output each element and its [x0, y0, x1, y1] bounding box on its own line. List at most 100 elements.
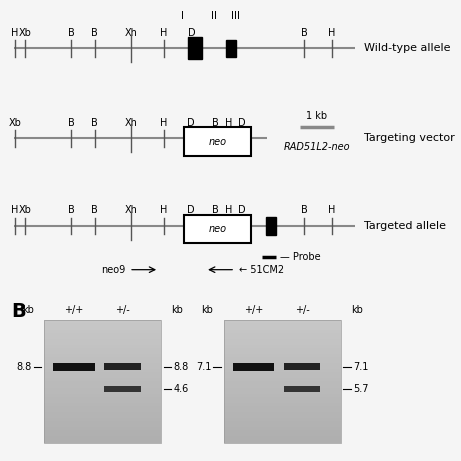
Bar — [44, 372, 161, 375]
Text: D: D — [187, 118, 194, 128]
Bar — [224, 320, 341, 443]
Bar — [224, 397, 341, 400]
Text: Xb: Xb — [19, 28, 32, 38]
Text: Xh: Xh — [125, 118, 138, 128]
Text: B: B — [12, 302, 26, 321]
Bar — [44, 333, 161, 336]
Bar — [44, 366, 161, 369]
Text: 4.6: 4.6 — [173, 384, 189, 394]
Bar — [233, 363, 274, 371]
Bar — [44, 339, 161, 342]
Bar — [224, 439, 341, 443]
Text: H: H — [328, 205, 336, 215]
Bar — [44, 320, 161, 443]
Bar — [44, 388, 161, 390]
Bar — [224, 372, 341, 375]
Text: 5.7: 5.7 — [353, 384, 369, 394]
Text: +/-: +/- — [295, 305, 309, 315]
Bar — [44, 354, 161, 357]
Text: III: III — [230, 11, 240, 21]
Bar — [184, 215, 251, 243]
Bar — [224, 378, 341, 382]
Text: B: B — [91, 205, 98, 215]
Bar — [224, 431, 341, 433]
Bar — [224, 366, 341, 369]
Bar — [224, 415, 341, 418]
Bar — [224, 330, 341, 333]
Text: Wild-type allele: Wild-type allele — [364, 43, 451, 53]
Bar — [44, 384, 161, 388]
Text: Targeting vector: Targeting vector — [364, 133, 455, 143]
Bar — [224, 363, 341, 366]
Text: B: B — [213, 205, 219, 215]
Text: B: B — [301, 28, 307, 38]
Bar — [224, 421, 341, 424]
Bar — [53, 363, 95, 371]
Bar — [224, 348, 341, 351]
Bar — [224, 336, 341, 339]
Bar — [44, 439, 161, 443]
Text: 1 kb: 1 kb — [307, 111, 327, 121]
Bar — [224, 437, 341, 439]
Bar — [44, 421, 161, 424]
Bar — [44, 431, 161, 433]
Text: 8.8: 8.8 — [17, 362, 32, 372]
Bar — [44, 403, 161, 406]
Bar — [104, 363, 141, 370]
Bar — [44, 437, 161, 439]
Bar — [44, 433, 161, 437]
Bar — [184, 127, 251, 156]
Text: RAD51L2-neo: RAD51L2-neo — [284, 142, 350, 152]
Text: kb: kb — [201, 305, 213, 315]
Bar — [224, 354, 341, 357]
Bar — [44, 326, 161, 330]
Bar — [44, 418, 161, 421]
Text: H: H — [160, 205, 167, 215]
Bar — [44, 351, 161, 354]
Bar — [44, 427, 161, 431]
Bar — [44, 409, 161, 412]
Text: Xh: Xh — [125, 205, 138, 215]
Text: +/+: +/+ — [64, 305, 83, 315]
Text: 7.1: 7.1 — [196, 362, 212, 372]
Bar — [224, 345, 341, 348]
Bar — [44, 342, 161, 345]
Text: II: II — [211, 11, 218, 21]
Text: B: B — [91, 118, 98, 128]
Bar — [44, 324, 161, 326]
Text: Targeted allele: Targeted allele — [364, 221, 446, 231]
Bar — [44, 394, 161, 397]
Bar — [266, 217, 276, 235]
Text: neo: neo — [209, 224, 227, 234]
Text: B: B — [91, 28, 98, 38]
Bar — [188, 37, 202, 59]
Bar — [44, 424, 161, 427]
Bar — [44, 390, 161, 394]
Text: B: B — [213, 118, 219, 128]
Text: 7.1: 7.1 — [353, 362, 368, 372]
Bar — [44, 320, 161, 324]
Bar — [44, 412, 161, 415]
Bar — [224, 333, 341, 336]
Bar — [44, 382, 161, 384]
Text: I: I — [181, 11, 183, 21]
Bar — [224, 339, 341, 342]
Bar — [224, 412, 341, 415]
Text: neo9: neo9 — [101, 265, 125, 275]
Text: H: H — [225, 205, 232, 215]
Bar — [224, 351, 341, 354]
Bar — [224, 324, 341, 326]
Text: D: D — [188, 28, 195, 38]
Bar — [44, 348, 161, 351]
Text: kb: kb — [351, 305, 363, 315]
Bar — [224, 326, 341, 330]
Bar — [224, 388, 341, 390]
Bar — [44, 397, 161, 400]
Bar — [224, 320, 341, 324]
Bar — [44, 406, 161, 409]
Bar — [44, 415, 161, 418]
Text: neo: neo — [209, 136, 227, 147]
Bar — [224, 369, 341, 372]
Text: — Probe: — Probe — [280, 252, 321, 262]
Text: kb: kb — [22, 305, 34, 315]
